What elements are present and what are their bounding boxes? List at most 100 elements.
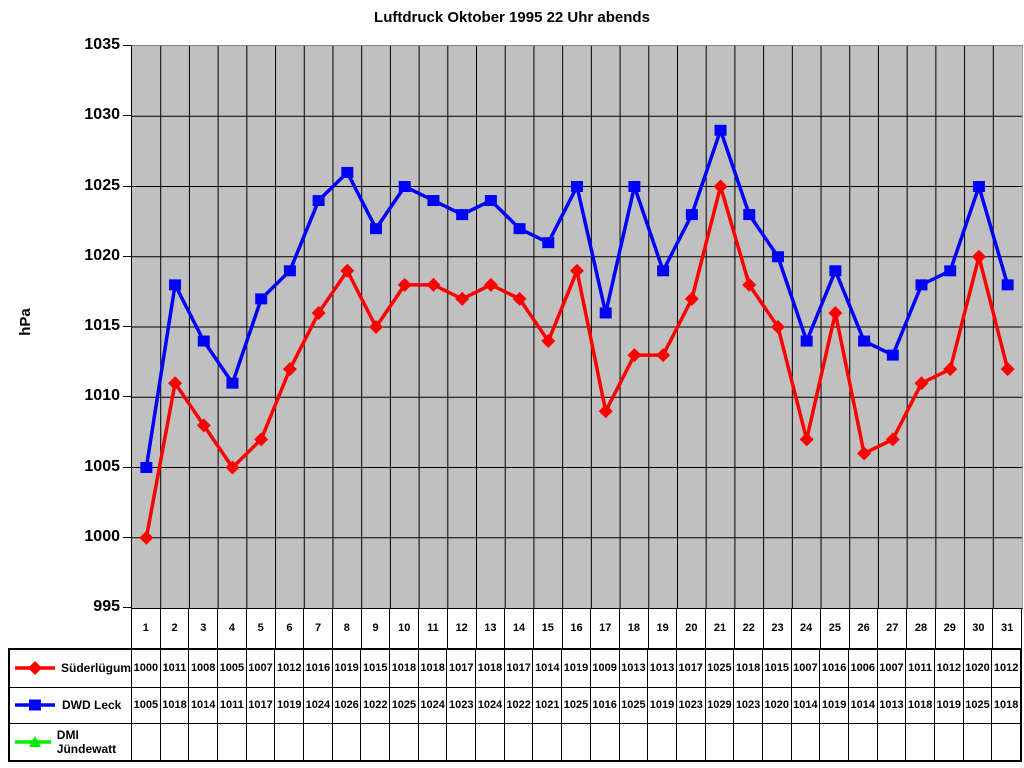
value-cell: 1018 <box>991 686 1020 724</box>
day-label: 18 <box>620 608 649 648</box>
y-tick-label: 1020 <box>84 246 120 264</box>
value-cell: 1018 <box>733 650 762 687</box>
value-cell: 1019 <box>933 686 963 724</box>
value-cell: 1005 <box>217 650 246 687</box>
data-point-square <box>771 251 784 263</box>
value-cell: 1029 <box>704 686 734 724</box>
value-cell: 1017 <box>446 650 475 687</box>
value-cell: 1024 <box>475 686 504 724</box>
data-point-square <box>427 195 440 207</box>
value-cell <box>303 723 332 760</box>
day-label: 28 <box>907 608 936 648</box>
data-point-diamond <box>541 334 556 349</box>
y-tick-label: 1035 <box>84 36 120 53</box>
y-tick-mark <box>123 45 131 46</box>
data-point-square <box>972 181 985 192</box>
data-point-square <box>657 265 670 277</box>
value-cell <box>905 723 934 760</box>
value-cell: 1021 <box>532 686 562 724</box>
value-cell <box>561 723 590 760</box>
value-cell: 1014 <box>847 686 877 724</box>
day-label: 5 <box>247 608 276 648</box>
value-cell <box>704 723 734 760</box>
day-label: 23 <box>764 608 793 648</box>
value-cell: 1015 <box>761 650 791 687</box>
day-label: 24 <box>792 608 822 648</box>
value-cell: 1025 <box>962 686 992 724</box>
data-point-diamond <box>828 305 843 320</box>
data-point-diamond <box>1000 362 1015 377</box>
value-cell: 1019 <box>274 686 304 724</box>
data-point-diamond <box>799 432 814 447</box>
value-cell: 1019 <box>561 650 590 687</box>
day-label: 19 <box>649 608 678 648</box>
data-point-diamond <box>455 291 470 306</box>
y-tick-label: 1015 <box>84 317 120 334</box>
data-point-diamond <box>369 320 384 334</box>
value-cell: 1016 <box>303 650 332 687</box>
value-cell <box>217 723 246 760</box>
value-cell: 1022 <box>360 686 390 724</box>
data-point-diamond <box>656 348 671 363</box>
data-point-square <box>398 181 411 192</box>
day-label: 3 <box>189 608 219 648</box>
value-cell <box>647 723 676 760</box>
day-label: 12 <box>448 608 477 648</box>
value-cell <box>618 723 648 760</box>
day-label: 11 <box>419 608 448 648</box>
data-point-diamond <box>254 432 269 447</box>
value-cell <box>876 723 906 760</box>
data-point-square <box>1001 279 1014 291</box>
day-label: 22 <box>735 608 764 648</box>
value-cell: 1023 <box>446 686 476 724</box>
data-point-diamond <box>225 460 240 475</box>
value-cell: 1007 <box>245 650 275 687</box>
value-cell <box>475 723 504 760</box>
value-cell <box>761 723 791 760</box>
value-cell: 1020 <box>761 686 791 724</box>
data-point-diamond <box>570 263 584 278</box>
value-cell: 1018 <box>417 650 447 687</box>
square-marker-icon <box>15 699 55 711</box>
value-cell: 1005 <box>131 686 160 724</box>
value-cell: 1012 <box>933 650 963 687</box>
data-point-square <box>513 223 526 235</box>
data-point-diamond <box>971 249 986 264</box>
data-point-square <box>628 181 641 192</box>
day-label: 9 <box>362 608 391 648</box>
value-cell: 1025 <box>389 686 418 724</box>
value-cell: 1017 <box>245 686 275 724</box>
data-point-square <box>370 223 383 235</box>
value-cell: 1008 <box>188 650 217 687</box>
value-cell <box>675 723 705 760</box>
data-point-diamond <box>282 362 297 377</box>
value-cell: 1012 <box>991 650 1020 687</box>
value-cell: 1018 <box>389 650 418 687</box>
data-point-square <box>886 349 899 361</box>
data-point-square <box>140 462 153 473</box>
data-point-diamond <box>426 277 441 292</box>
value-cell <box>188 723 218 760</box>
day-label: 8 <box>333 608 362 648</box>
value-cell: 1016 <box>819 650 848 687</box>
value-cell <box>503 723 533 760</box>
y-tick-label: 995 <box>93 598 120 615</box>
day-label: 27 <box>878 608 908 648</box>
value-cell: 1014 <box>532 650 561 687</box>
value-cell: 1018 <box>905 686 934 724</box>
value-cell: 1015 <box>360 650 389 687</box>
data-point-diamond <box>168 376 183 391</box>
y-tick-mark <box>123 536 131 538</box>
day-label: 29 <box>936 608 965 648</box>
value-cell <box>991 723 1020 760</box>
day-label: 2 <box>161 608 190 648</box>
value-cell: 1019 <box>331 650 361 687</box>
data-point-square <box>283 265 296 277</box>
data-point-square <box>542 237 555 249</box>
value-cell: 1017 <box>675 650 705 687</box>
value-cell: 1007 <box>876 650 906 687</box>
value-cell: 1019 <box>819 686 848 724</box>
value-cell <box>819 723 848 760</box>
data-point-diamond <box>914 376 929 391</box>
